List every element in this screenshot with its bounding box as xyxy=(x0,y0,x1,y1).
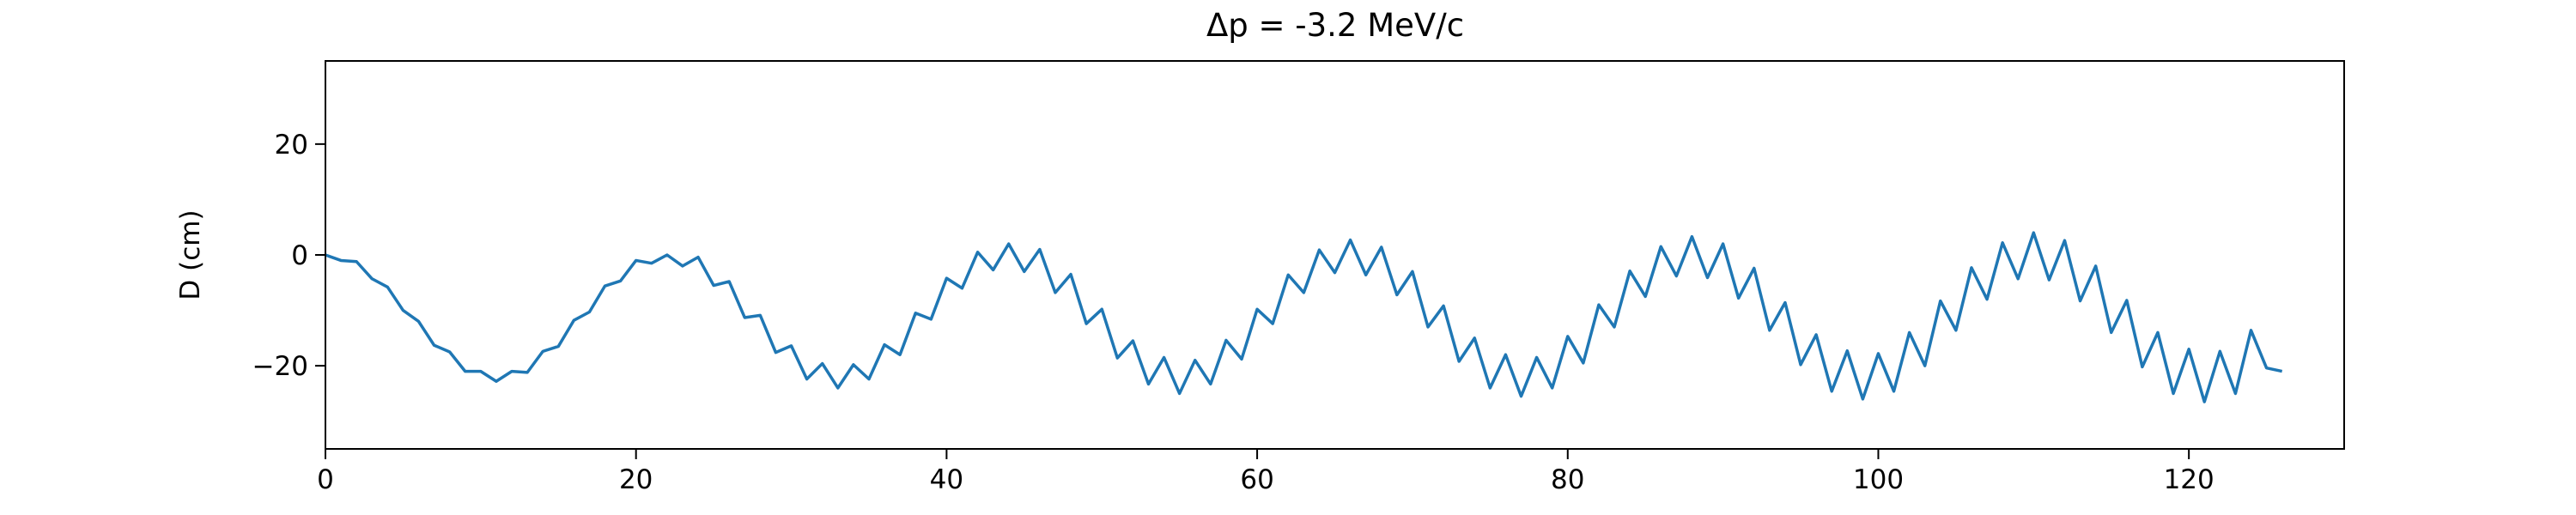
plot-frame xyxy=(325,60,2345,450)
data-line xyxy=(325,231,2283,403)
x-tick-label: 40 xyxy=(930,464,963,495)
x-tick-label: 100 xyxy=(1853,464,1904,495)
y-tick-label: −20 xyxy=(252,351,308,382)
x-tick-label: 20 xyxy=(619,464,653,495)
x-tick-label: 80 xyxy=(1551,464,1584,495)
x-tick-label: 60 xyxy=(1240,464,1273,495)
y-tick-label: 20 xyxy=(275,130,308,161)
x-tick-label: 120 xyxy=(2164,464,2215,495)
x-tick-label: 0 xyxy=(317,464,334,495)
y-axis-label: D (cm) xyxy=(175,209,206,300)
y-tick-label: 0 xyxy=(291,240,308,271)
chart-title: Δp = -3.2 MeV/c xyxy=(1206,7,1464,44)
